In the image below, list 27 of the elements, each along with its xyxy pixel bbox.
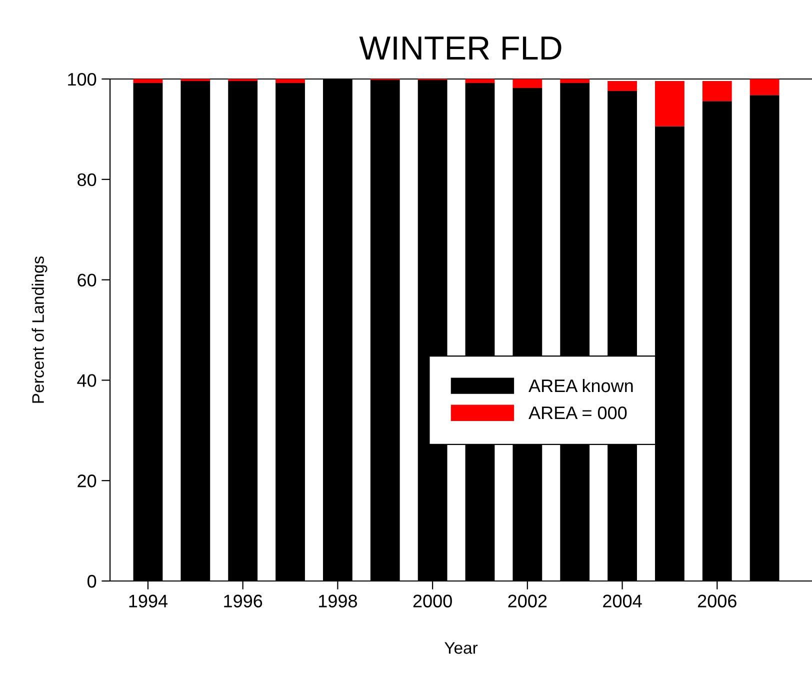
bar xyxy=(512,79,542,88)
y-axis-title: Percent of Landings xyxy=(32,256,48,403)
bar xyxy=(560,79,590,84)
y-tick-label: 40 xyxy=(77,374,96,387)
x-axis-title: Year xyxy=(444,642,478,654)
bar xyxy=(750,79,780,96)
y-tick-label: 20 xyxy=(78,474,96,488)
x-tick-label: 2006 xyxy=(698,594,736,608)
bar xyxy=(702,81,732,102)
x-tick-label: 1998 xyxy=(318,594,357,608)
bar xyxy=(465,79,495,84)
bar xyxy=(276,79,305,84)
x-tick-label: 2002 xyxy=(508,594,547,608)
x-tick-label: 1994 xyxy=(129,594,168,608)
y-tick-label: 80 xyxy=(78,173,96,186)
chart-title: WINTER FLD xyxy=(359,36,562,60)
bar xyxy=(655,81,684,126)
y-tick-label: 0 xyxy=(87,574,96,588)
bar xyxy=(133,79,163,84)
bar xyxy=(608,81,637,92)
y-tick-label: 100 xyxy=(68,72,96,86)
legend-label: AREA = 000 xyxy=(528,406,627,420)
y-tick-label: 60 xyxy=(78,274,96,287)
x-tick-label: 1996 xyxy=(224,594,262,608)
legend-label: AREA known xyxy=(528,378,633,392)
x-tick-label: 2004 xyxy=(603,594,642,608)
x-tick-label: 2000 xyxy=(413,594,452,608)
